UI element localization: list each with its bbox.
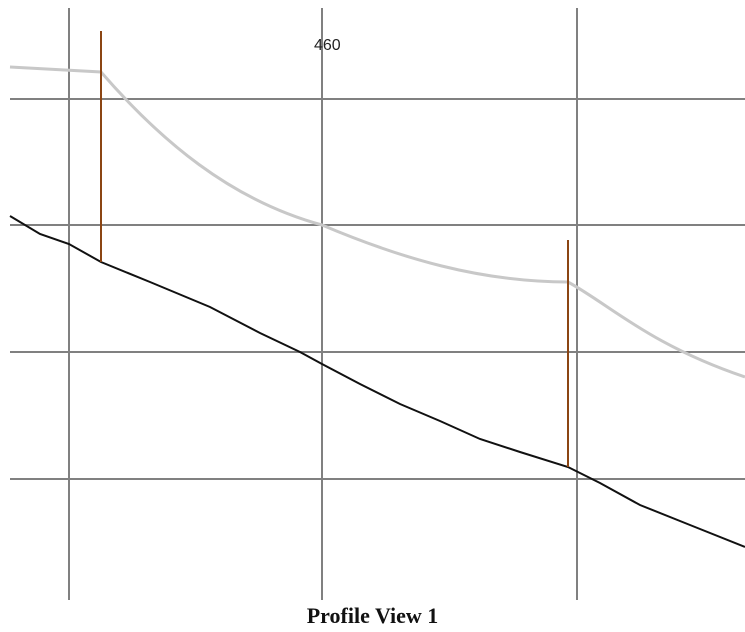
- design-profile-line: [9, 65, 745, 379]
- grid: [10, 8, 745, 600]
- station-label: 460: [314, 37, 341, 54]
- profile-view-drawing: 460: [9, 8, 745, 600]
- ground-profile-line: [9, 215, 745, 548]
- figure-caption: Profile View 1: [306, 603, 439, 628]
